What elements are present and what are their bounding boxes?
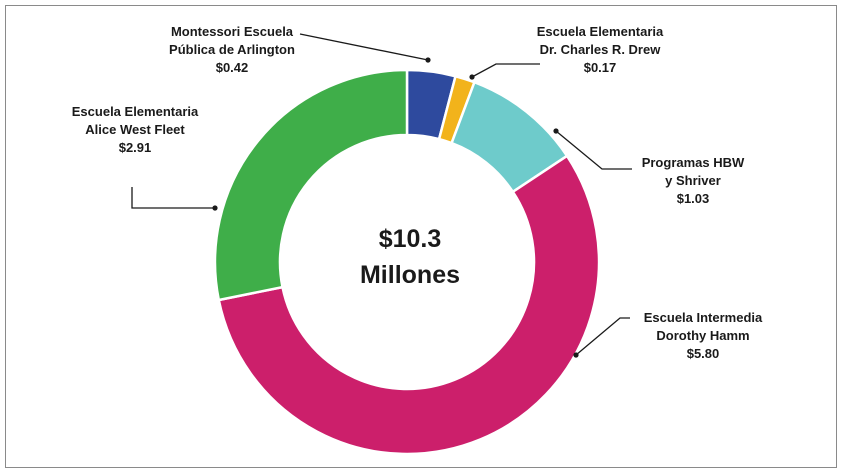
- slice-value-label-4: $5.80: [687, 346, 720, 361]
- slice-name-label-5: Alice West Fleet: [85, 122, 185, 137]
- leader-line-1: [299, 33, 429, 61]
- center-unit-label: Millones: [360, 261, 460, 289]
- slice-name-label-5: Escuela Elementaria: [72, 104, 199, 119]
- leader-dot-2: [469, 74, 475, 80]
- center-total-label: $10.3: [379, 225, 442, 253]
- leader-line-3: [555, 130, 632, 170]
- slice-name-label-3: y Shriver: [665, 173, 721, 188]
- slice-name-label-1: Montessori Escuela: [171, 24, 294, 39]
- leader-line-2: [471, 63, 540, 78]
- slice-name-label-3: Programas HBW: [642, 155, 745, 170]
- slice-value-label-2: $0.17: [584, 60, 617, 75]
- slice-value-label-3: $1.03: [677, 191, 710, 206]
- slice-name-label-4: Escuela Intermedia: [644, 310, 763, 325]
- slice-name-label-1: Pública de Arlington: [169, 42, 295, 57]
- leader-dot-3: [553, 128, 559, 134]
- slice-value-label-5: $2.91: [119, 140, 152, 155]
- leader-dot-5: [212, 205, 218, 211]
- leader-dot-4: [573, 352, 579, 358]
- slice-value-label-1: $0.42: [216, 60, 249, 75]
- leader-line-4: [575, 317, 630, 356]
- leader-dot-1: [425, 57, 431, 63]
- slice-name-label-2: Escuela Elementaria: [537, 24, 664, 39]
- donut-slice-5: [213, 68, 409, 302]
- leader-line-5: [131, 187, 215, 209]
- slice-name-label-4: Dorothy Hamm: [656, 328, 749, 343]
- donut-slice-4: [217, 154, 601, 456]
- slice-name-label-2: Dr. Charles R. Drew: [540, 42, 662, 57]
